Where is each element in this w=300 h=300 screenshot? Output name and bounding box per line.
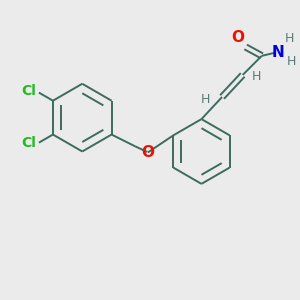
Text: Cl: Cl xyxy=(22,84,37,98)
Text: Cl: Cl xyxy=(22,136,37,150)
Text: H: H xyxy=(201,94,211,106)
Text: H: H xyxy=(284,32,294,45)
Text: O: O xyxy=(231,31,244,46)
Text: H: H xyxy=(251,70,261,83)
Text: H: H xyxy=(286,55,296,68)
Text: O: O xyxy=(141,145,154,160)
Text: N: N xyxy=(272,45,284,60)
